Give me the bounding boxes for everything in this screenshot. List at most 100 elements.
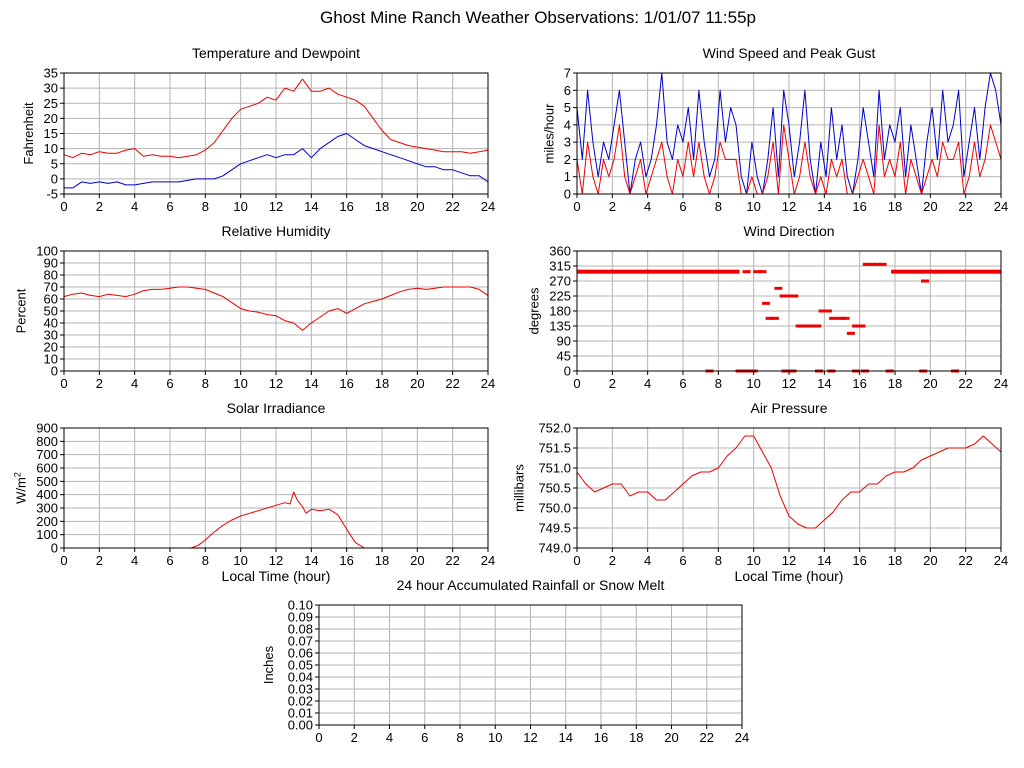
y-tick-label: 60 xyxy=(44,292,58,307)
x-tick-label: 14 xyxy=(817,553,831,568)
x-tick-label: 10 xyxy=(746,553,760,568)
chart-title: Solar Irradiance xyxy=(227,400,326,416)
y-axis-label: millibars xyxy=(512,464,527,512)
y-tick-label: 0 xyxy=(51,541,58,556)
x-tick-label: 4 xyxy=(131,553,138,568)
x-tick-label: 2 xyxy=(96,553,103,568)
y-tick-label: 50 xyxy=(44,304,58,319)
x-tick-label: 22 xyxy=(700,730,714,745)
y-tick-label: 751.0 xyxy=(538,461,571,476)
x-tick-label: 8 xyxy=(202,553,209,568)
y-tick-label: 30 xyxy=(44,328,58,343)
x-tick-label: 12 xyxy=(523,730,537,745)
series-air-pressure xyxy=(576,435,1002,529)
wind-direction-point xyxy=(868,262,877,266)
x-tick-label: 6 xyxy=(679,376,686,391)
chart-title: Relative Humidity xyxy=(222,223,331,239)
x-tick-label: 6 xyxy=(679,199,686,214)
wind-direction-point xyxy=(836,316,845,320)
y-tick-label: 0 xyxy=(51,171,58,186)
x-tick-label: 14 xyxy=(559,730,573,745)
x-tick-label: 12 xyxy=(269,376,283,391)
x-tick-label: 10 xyxy=(233,199,247,214)
x-tick-label: 16 xyxy=(852,553,866,568)
wind-direction-point xyxy=(841,316,850,320)
x-tick-label: 12 xyxy=(782,376,796,391)
wind-direction-point xyxy=(785,294,793,298)
y-tick-label: 100 xyxy=(36,527,58,542)
x-tick-label: 8 xyxy=(202,199,209,214)
wind-direction-point xyxy=(873,262,882,266)
wind-direction-point xyxy=(857,324,866,328)
y-tick-label: 750.5 xyxy=(538,481,571,496)
y-tick-label: 360 xyxy=(549,244,571,259)
x-tick-label: 18 xyxy=(629,730,643,745)
x-tick-label: 4 xyxy=(644,199,651,214)
chart-title: Wind Direction xyxy=(743,223,834,239)
x-tick-label: 16 xyxy=(852,376,866,391)
x-tick-label: 4 xyxy=(644,553,651,568)
y-tick-label: 135 xyxy=(549,319,571,334)
x-tick-label: 18 xyxy=(888,376,902,391)
y-tick-label: 35 xyxy=(44,66,58,81)
y-tick-label: 0.08 xyxy=(288,622,313,637)
chart-title: 24 hour Accumulated Rainfall or Snow Mel… xyxy=(397,577,665,593)
x-tick-label: 18 xyxy=(375,199,389,214)
y-tick-label: 500 xyxy=(36,474,58,489)
x-tick-label: 16 xyxy=(594,730,608,745)
y-tick-label: 3 xyxy=(564,135,571,150)
chart-press: 0 2 4 6 8 10 12 14 16 18 20 22 24749.0749.5750.0750.… xyxy=(512,400,1009,584)
x-tick-label: 0 xyxy=(573,199,580,214)
page-title: Ghost Mine Ranch Weather Observations: 1… xyxy=(320,8,756,27)
x-tick-label: 6 xyxy=(166,553,173,568)
x-tick-label: 22 xyxy=(445,553,459,568)
y-tick-label: 0.03 xyxy=(288,682,313,697)
x-tick-label: 0 xyxy=(573,376,580,391)
wind-direction-point xyxy=(829,316,838,320)
x-tick-label: 22 xyxy=(958,553,972,568)
y-tick-label: 200 xyxy=(36,514,58,529)
x-tick-label: 12 xyxy=(269,553,283,568)
x-tick-label: 16 xyxy=(339,199,353,214)
y-tick-label: 180 xyxy=(549,304,571,319)
y-tick-label: 70 xyxy=(44,280,58,295)
x-tick-label: 6 xyxy=(166,376,173,391)
x-tick-label: 6 xyxy=(679,553,686,568)
x-tick-label: 16 xyxy=(339,553,353,568)
y-tick-label: 10 xyxy=(44,141,58,156)
y-tick-label: 0.09 xyxy=(288,610,313,625)
y-tick-label: -5 xyxy=(46,187,58,202)
y-tick-label: 25 xyxy=(44,96,58,111)
x-tick-label: 20 xyxy=(923,376,937,391)
x-tick-label: 16 xyxy=(852,199,866,214)
x-tick-label: 24 xyxy=(481,553,495,568)
y-tick-label: 270 xyxy=(549,274,571,289)
x-tick-label: 18 xyxy=(375,376,389,391)
chart-rain: 0 2 4 6 8 10 12 14 16 18 20 22 240.000.010.020.030.0… xyxy=(261,577,749,745)
x-tick-label: 14 xyxy=(817,199,831,214)
y-tick-label: 300 xyxy=(36,501,58,516)
x-tick-label: 20 xyxy=(410,199,424,214)
y-tick-label: 0.07 xyxy=(288,634,313,649)
y-tick-label: 0.01 xyxy=(288,706,313,721)
y-tick-label: 0.06 xyxy=(288,646,313,661)
wind-direction-point xyxy=(770,316,779,320)
y-tick-label: 0.00 xyxy=(288,718,313,733)
x-tick-label: 2 xyxy=(351,730,358,745)
x-tick-label: 24 xyxy=(735,730,749,745)
wind-direction-point xyxy=(795,324,804,328)
y-tick-label: 225 xyxy=(549,289,571,304)
x-tick-label: 10 xyxy=(233,553,247,568)
wind-direction-point xyxy=(878,262,887,266)
wind-direction-point xyxy=(813,324,822,328)
y-tick-label: 5 xyxy=(564,100,571,115)
x-tick-label: 10 xyxy=(233,376,247,391)
x-tick-label: 18 xyxy=(888,553,902,568)
wind-direction-point xyxy=(823,309,832,313)
wind-direction-point xyxy=(779,294,788,298)
x-tick-label: 14 xyxy=(817,376,831,391)
x-tick-label: 22 xyxy=(958,199,972,214)
x-tick-label: 14 xyxy=(304,553,318,568)
x-tick-label: 16 xyxy=(339,376,353,391)
